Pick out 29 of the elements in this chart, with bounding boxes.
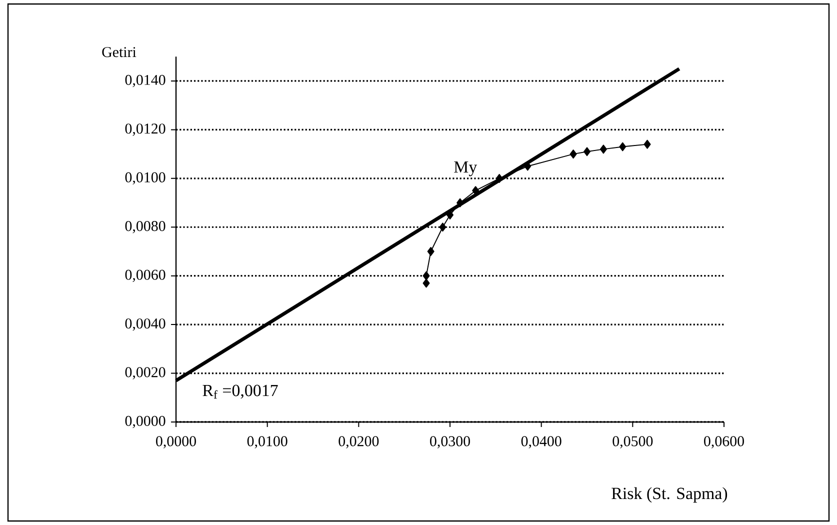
x-tick-label: 0,0400 (521, 436, 562, 448)
x-tick-label: 0,0100 (247, 436, 288, 448)
annotation: R$_{f}$ =0,0017 (202, 384, 278, 399)
x-axis-title: Risk (St. Sapma) (612, 487, 728, 503)
x-tick-label: 0,0600 (704, 436, 744, 448)
point (439, 222, 446, 232)
x-tick-label: 0,0300 (430, 436, 470, 448)
y-tick-label: 0,0020 (125, 367, 166, 380)
point (644, 140, 651, 149)
y-tick-label: 0,0040 (125, 318, 166, 331)
y-tick-label: 0,0140 (125, 74, 166, 88)
point (584, 147, 591, 156)
annotation: My (454, 161, 478, 176)
point (496, 174, 503, 183)
y-tick-label: 0,0100 (125, 172, 166, 185)
point (427, 246, 434, 256)
point (570, 150, 577, 159)
point (619, 142, 626, 152)
point (422, 278, 430, 288)
y-tick-label: 0,0120 (125, 124, 166, 136)
y-tick-label: 0,0080 (125, 221, 166, 234)
point (600, 144, 607, 154)
y-tick-label: 0,0060 (125, 270, 166, 282)
point (422, 271, 430, 280)
y-axis-title: Getiri (102, 47, 136, 58)
x-tick-label: 0,0200 (338, 436, 379, 448)
y-tick-label: 0,0000 (125, 416, 166, 428)
x-tick-label: 0,0500 (612, 436, 653, 448)
x-tick-label: 0,0000 (156, 436, 196, 448)
